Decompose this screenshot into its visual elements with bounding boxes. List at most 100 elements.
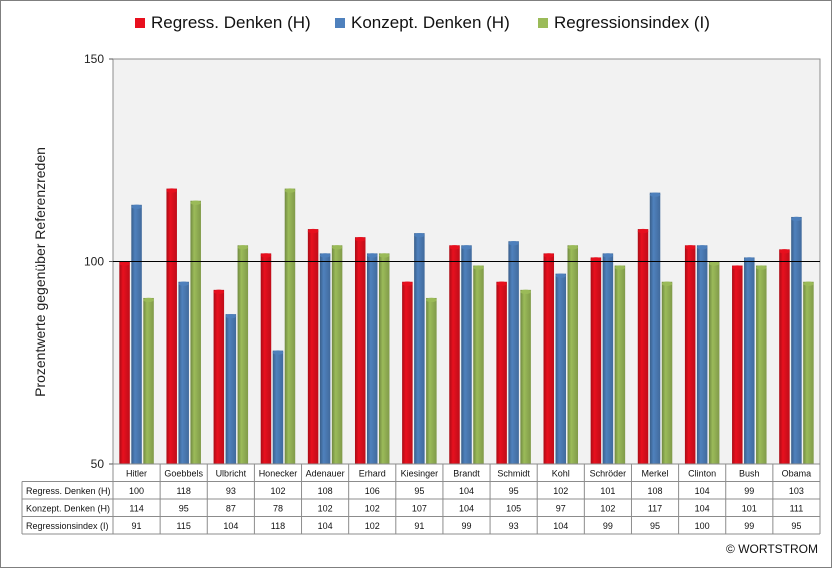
bar-cap-0-14 [779,249,790,254]
table-cell: 99 [461,521,471,531]
category-label: Erhard [359,469,386,479]
bar-2-7 [473,265,484,464]
bar-0-12 [684,245,696,464]
bar-cap-2-1 [190,200,201,205]
bar-cap-0-8 [496,281,507,286]
bar-cap-1-12 [696,245,708,250]
legend-swatch-regress [135,18,145,28]
bar-1-14 [791,216,802,464]
bar-0-0 [119,261,130,464]
legend-item-konzept: Konzept. Denken (H) [335,10,510,36]
table-cell: 101 [600,486,615,496]
category-label: Ulbricht [216,469,247,479]
bar-2-6 [426,297,437,464]
bar-0-3 [260,253,272,464]
bar-cap-1-7 [461,245,472,250]
bar-cap-2-2 [237,245,249,250]
bar-cap-1-11 [649,192,661,197]
table-cell: 111 [790,504,804,514]
bar-cap-2-12 [708,261,720,266]
table-cell: 102 [365,504,380,514]
bar-0-1 [166,188,177,464]
bar-2-1 [190,200,201,464]
bar-2-0 [143,297,154,464]
bar-cap-2-10 [614,265,626,270]
bar-1-9 [555,273,567,464]
bar-2-11 [661,281,673,464]
bar-2-5 [378,253,390,464]
legend-item-regress: Regress. Denken (H) [135,10,311,36]
category-label: Clinton [688,469,716,479]
bar-cap-2-14 [803,281,814,286]
bar-cap-1-8 [508,241,519,246]
table-cell: 118 [177,486,191,496]
bar-0-4 [307,229,319,464]
category-label: Adenauer [306,469,345,479]
table-row-label: Konzept. Denken (H) [26,504,110,514]
bar-2-3 [284,188,296,464]
legend-label-konzept: Konzept. Denken (H) [351,13,510,32]
bar-cap-2-0 [143,297,154,303]
bar-cap-0-5 [354,237,366,242]
table-cell: 99 [744,486,754,496]
table-cell: 95 [179,504,189,514]
bar-2-2 [237,245,249,464]
table-cell: 118 [271,521,285,531]
bar-cap-0-11 [637,228,649,234]
table-cell: 105 [506,504,521,514]
bar-cap-0-4 [307,228,319,234]
bar-cap-1-5 [366,253,378,258]
category-label: Merkel [642,469,669,479]
bar-cap-0-10 [590,257,602,262]
y-tick-label: 150 [84,52,104,66]
legend-swatch-index [538,18,548,28]
bar-cap-0-12 [684,245,696,250]
table-cell: 87 [226,504,236,514]
bar-cap-0-13 [732,265,743,270]
bar-cap-0-9 [543,253,555,258]
bar-cap-0-3 [260,253,272,258]
copyright-notice: © WORTSTROM [726,542,818,556]
bar-0-2 [213,289,225,464]
bar-1-10 [602,253,614,464]
y-tick-label: 100 [84,255,104,269]
bar-1-5 [366,253,378,464]
bar-cap-2-5 [378,253,390,258]
table-cell: 91 [414,521,424,531]
category-label: Kiesinger [401,469,439,479]
table-cell: 108 [318,486,333,496]
table-cell: 95 [650,521,660,531]
table-cell: 104 [223,521,238,531]
bar-1-11 [649,192,661,464]
legend-label-index: Regressionsindex (I) [554,13,710,32]
table-cell: 104 [695,504,710,514]
table-cell: 102 [318,504,333,514]
table-cell: 117 [648,504,662,514]
table-cell: 95 [509,486,519,496]
table-cell: 115 [177,521,191,531]
category-label: Schröder [590,469,627,479]
table-cell: 100 [129,486,144,496]
table-cell: 104 [695,486,710,496]
bar-cap-1-6 [414,232,425,238]
bar-cap-0-1 [166,188,177,193]
bar-2-8 [520,289,531,464]
bar-cap-2-8 [520,289,531,295]
bar-1-3 [272,350,284,464]
table-cell: 108 [648,486,663,496]
bar-cap-1-4 [319,253,331,258]
bar-cap-0-0 [119,261,130,266]
table-cell: 91 [132,521,142,531]
bar-1-4 [319,253,331,464]
bar-1-2 [225,314,237,464]
bar-cap-1-2 [225,313,237,319]
bar-1-12 [696,245,708,464]
bar-1-0 [131,204,142,465]
table-cell: 114 [129,504,143,514]
category-label: Kohl [552,469,570,479]
bar-cap-1-14 [791,216,802,222]
bar-cap-2-4 [331,245,343,250]
bar-cap-2-3 [284,188,296,193]
bar-2-13 [756,265,767,464]
